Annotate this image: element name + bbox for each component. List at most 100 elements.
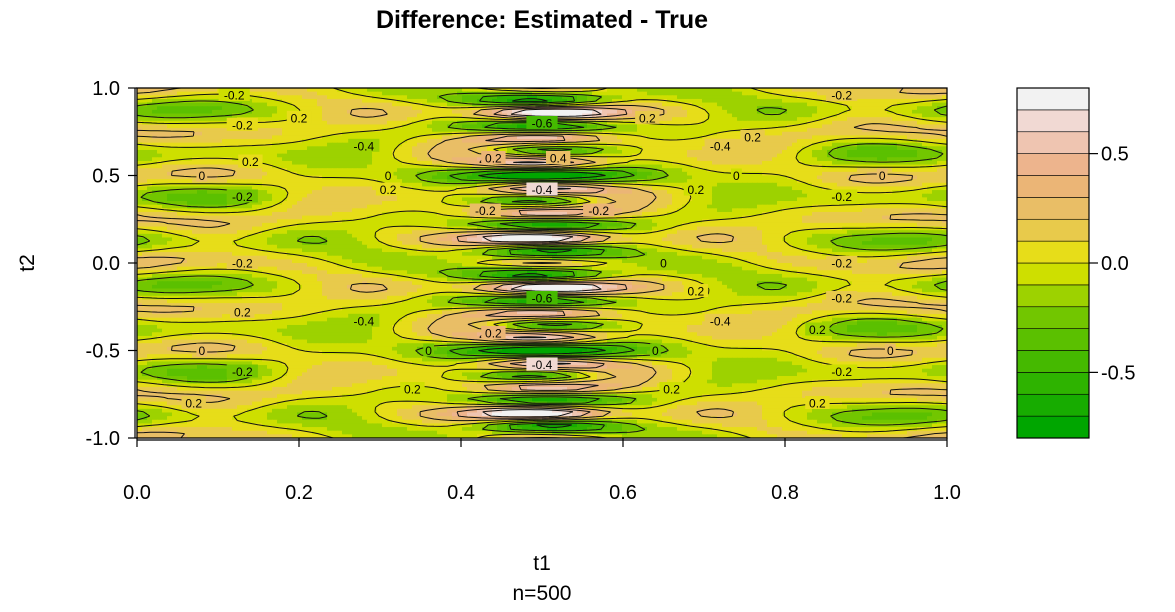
contour-cell xyxy=(827,102,833,107)
contour-cell xyxy=(537,175,543,180)
contour-cell xyxy=(292,160,298,166)
contour-cell xyxy=(837,168,843,173)
contour-cell xyxy=(822,135,828,140)
contour-cell xyxy=(857,102,863,107)
contour-cell xyxy=(762,179,768,184)
contour-cell xyxy=(842,182,848,188)
contour-cell xyxy=(817,98,823,104)
contour-cell xyxy=(217,175,223,180)
contour-cell xyxy=(737,91,743,96)
contour-cell xyxy=(307,102,313,107)
contour-cell xyxy=(807,98,813,104)
contour-cell xyxy=(497,109,503,115)
contour-cell xyxy=(467,139,473,144)
contour-cell xyxy=(217,146,223,151)
contour-cell xyxy=(567,95,573,100)
contour-cell xyxy=(927,168,933,173)
contour-cell xyxy=(402,95,408,100)
contour-cell xyxy=(572,186,578,191)
contour-cell xyxy=(527,157,533,162)
contour-cell xyxy=(432,88,438,93)
contour-cell xyxy=(317,168,323,173)
contour-cell xyxy=(322,131,328,136)
contour-cell xyxy=(822,157,828,162)
contour-cell xyxy=(587,88,593,93)
contour-cell xyxy=(137,146,143,151)
contour-cell xyxy=(397,88,403,93)
contour-cell xyxy=(372,157,378,162)
contour-cell xyxy=(777,98,783,104)
contour-cell xyxy=(622,193,628,198)
contour-cell xyxy=(547,175,553,180)
contour-cell xyxy=(942,102,947,107)
contour-cell xyxy=(502,131,508,136)
contour-cell xyxy=(647,171,653,177)
contour-cell xyxy=(372,197,378,202)
contour-cell xyxy=(902,171,908,177)
contour-cell xyxy=(232,168,238,173)
contour-cell xyxy=(742,95,748,100)
contour-cell xyxy=(477,124,483,129)
contour-cell xyxy=(257,171,263,177)
contour-cell xyxy=(757,117,763,122)
contour-cell xyxy=(367,113,373,118)
contour-cell xyxy=(572,131,578,136)
contour-cell xyxy=(437,109,443,115)
contour-cell xyxy=(777,131,783,136)
contour-cell xyxy=(912,182,918,188)
contour-cell xyxy=(652,98,658,104)
contour-cell xyxy=(842,153,848,158)
contour-cell xyxy=(777,164,783,169)
contour-cell xyxy=(937,102,943,107)
contour-cell xyxy=(572,193,578,198)
contour-cell xyxy=(692,175,698,180)
contour-cell xyxy=(822,149,828,155)
contour-cell xyxy=(887,179,893,184)
contour-cell xyxy=(707,197,713,202)
contour-cell xyxy=(632,193,638,198)
contour-cell xyxy=(722,88,728,93)
contour-cell xyxy=(747,190,753,195)
contour-cell xyxy=(697,168,703,173)
contour-cell xyxy=(167,102,173,107)
contour-cell xyxy=(662,179,668,184)
contour-cell xyxy=(667,193,673,198)
contour-cell xyxy=(367,193,373,198)
contour-cell xyxy=(212,117,218,122)
contour-cell xyxy=(572,88,578,93)
contour-cell xyxy=(872,186,878,191)
contour-cell xyxy=(632,142,638,147)
contour-cell xyxy=(192,164,198,169)
contour-cell xyxy=(392,88,398,93)
contour-cell xyxy=(472,131,478,136)
contour-cell xyxy=(942,164,947,169)
contour-cell xyxy=(362,149,368,155)
contour-cell xyxy=(762,106,768,111)
contour-cell xyxy=(207,102,213,107)
contour-cell xyxy=(872,106,878,111)
contour-cell xyxy=(737,190,743,195)
contour-cell xyxy=(872,149,878,155)
contour-cell xyxy=(667,88,673,93)
contour-cell xyxy=(347,120,353,126)
contour-cell xyxy=(832,109,838,115)
contour-cell xyxy=(282,193,288,198)
contour-cell xyxy=(727,149,733,155)
contour-cell xyxy=(812,102,818,107)
contour-cell xyxy=(387,95,393,100)
contour-cell xyxy=(232,139,238,144)
contour-cell xyxy=(282,153,288,158)
contour-cell xyxy=(752,124,758,129)
contour-cell xyxy=(652,186,658,191)
contour-cell xyxy=(797,113,803,118)
contour-cell xyxy=(272,124,278,129)
contour-cell xyxy=(677,190,683,195)
contour-cell xyxy=(327,120,333,126)
contour-cell xyxy=(332,109,338,115)
contour-cell xyxy=(627,95,633,100)
contour-cell xyxy=(922,153,928,158)
contour-cell xyxy=(322,142,328,147)
contour-cell xyxy=(177,149,183,155)
contour-cell xyxy=(462,128,468,133)
contour-cell xyxy=(342,102,348,107)
